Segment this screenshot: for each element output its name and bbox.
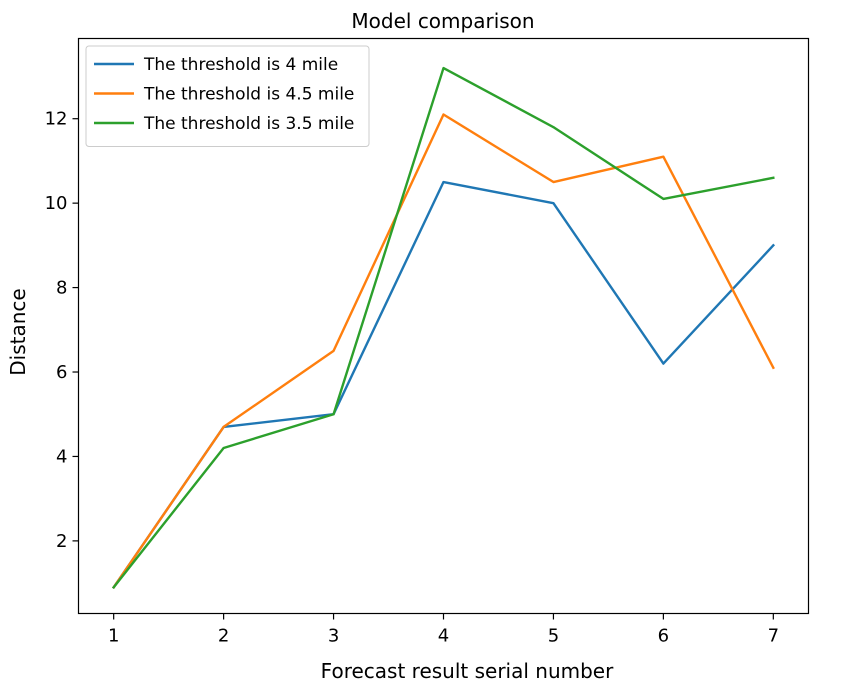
- y-tick-label: 8: [56, 278, 67, 299]
- x-axis-label: Forecast result serial number: [321, 659, 614, 683]
- x-tick-label: 2: [218, 626, 229, 647]
- legend-label: The threshold is 3.5 mile: [143, 114, 354, 134]
- x-tick-label: 4: [438, 626, 449, 647]
- y-tick-label: 6: [56, 362, 67, 383]
- y-tick-label: 12: [45, 109, 68, 130]
- x-tick-label: 1: [108, 626, 119, 647]
- y-tick-label: 2: [56, 531, 67, 552]
- chart-title: Model comparison: [351, 9, 534, 33]
- legend-box: [85, 45, 370, 147]
- plot-frame: [77, 37, 810, 615]
- legend-label: The threshold is 4 mile: [143, 55, 338, 75]
- series-line-1: [112, 180, 776, 589]
- series-line-3: [111, 66, 775, 590]
- legend: The threshold is 4 mile The threshold is …: [85, 45, 370, 147]
- x-tick-label: 3: [328, 626, 339, 647]
- x-tick-label: 5: [548, 626, 559, 647]
- x-tick-label: 7: [768, 626, 779, 647]
- series-line-2: [112, 113, 775, 589]
- legend-label: The threshold is 4.5 mile: [143, 85, 354, 105]
- y-tick-label: 4: [56, 446, 67, 467]
- y-axis-label: Distance: [6, 288, 30, 375]
- x-tick-label: 6: [658, 626, 669, 647]
- y-tick-label: 10: [45, 193, 68, 214]
